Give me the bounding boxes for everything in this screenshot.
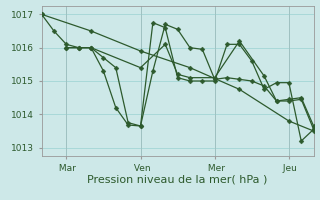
X-axis label: Pression niveau de la mer( hPa ): Pression niveau de la mer( hPa ) [87, 174, 268, 184]
